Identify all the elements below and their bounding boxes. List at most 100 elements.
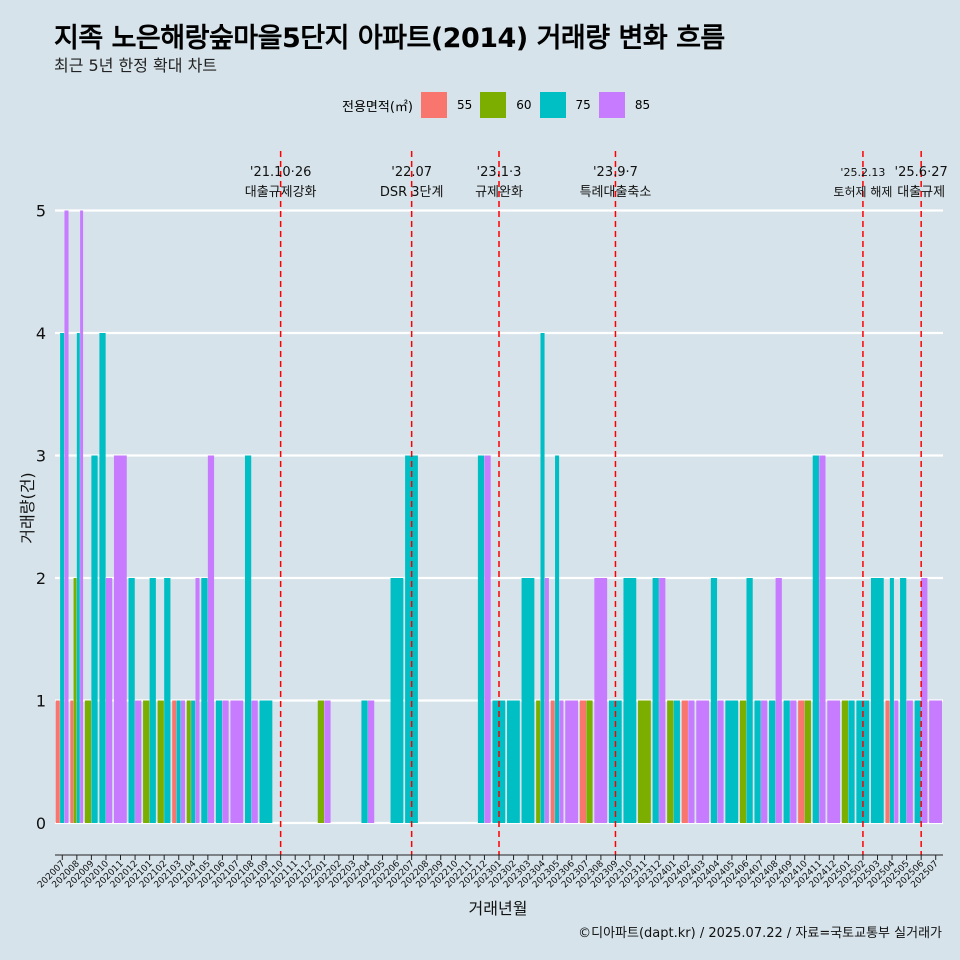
y-tick-label: 1 xyxy=(36,692,46,711)
bar-85-202407 xyxy=(761,700,768,823)
y-tick-label: 0 xyxy=(36,814,46,833)
bar-60-202406 xyxy=(739,700,747,823)
legend-label: 75 xyxy=(575,98,591,112)
legend-label: 55 xyxy=(456,98,473,112)
bar-75-202407 xyxy=(754,700,761,823)
bar-60-202304 xyxy=(536,700,541,823)
bar-75-202304 xyxy=(540,333,545,823)
event-date: '21.10·26 xyxy=(250,165,311,180)
event-date: '23.1·3 xyxy=(477,165,522,180)
bar-55-202007 xyxy=(55,700,60,823)
legend-item-60: 60 xyxy=(480,92,532,118)
bar-75-202405 xyxy=(725,700,739,823)
legend-label: 60 xyxy=(516,98,532,112)
bar-85-202506 xyxy=(921,578,928,823)
bar-75-202103 xyxy=(176,700,181,823)
bar-60-202201 xyxy=(317,700,325,823)
event-date: '22.07 xyxy=(391,165,432,180)
bar-85-202108 xyxy=(251,700,258,823)
bar-75-202404 xyxy=(710,578,718,823)
bar-85-202212 xyxy=(484,455,491,823)
bar-60-202401 xyxy=(667,700,674,823)
bar-55-202307 xyxy=(579,700,587,823)
x-axis-label: 거래년월 xyxy=(469,899,528,918)
bar-75-202501 xyxy=(848,700,855,823)
bar-75-202411 xyxy=(812,455,819,823)
bar-55-202008 xyxy=(70,700,74,823)
bar-75-202305 xyxy=(555,455,560,823)
bar-55-202410 xyxy=(798,700,805,823)
event-label: 규제완화 xyxy=(475,185,523,200)
bar-55-202402 xyxy=(681,700,688,823)
bar-75-202008 xyxy=(76,333,80,823)
bar-60-202102 xyxy=(157,700,164,823)
bar-75-202504 xyxy=(889,578,894,823)
event-label: 대출규제 xyxy=(897,185,945,200)
bar-85-202306 xyxy=(565,700,579,823)
y-tick-label: 2 xyxy=(36,569,46,588)
bar-60-202501 xyxy=(841,700,849,823)
bar-75-202012 xyxy=(128,578,135,823)
bar-85-202103 xyxy=(180,700,185,823)
bar-85-202308 xyxy=(594,578,608,823)
event-label: 대출규제강화 xyxy=(245,185,317,200)
legend-swatch xyxy=(539,92,566,118)
bar-60-202307 xyxy=(586,700,593,823)
legend-swatch xyxy=(420,92,447,118)
bar-85-202008 xyxy=(80,210,84,823)
bar-85-202505 xyxy=(906,700,913,823)
bar-75-202212 xyxy=(477,455,485,823)
bar-75-202401 xyxy=(673,700,680,823)
legend: 전용면적(㎡) 55 60 75 85 xyxy=(342,92,658,118)
event-date: '25.6·27 xyxy=(895,165,948,180)
bar-85-202305 xyxy=(559,700,564,823)
bar-85-202504 xyxy=(894,700,899,823)
bar-85-202408 xyxy=(775,578,782,823)
bar-85-202411 xyxy=(819,455,826,823)
y-tick-label: 4 xyxy=(36,324,46,343)
chart-subtitle: 최근 5년 한정 확대 차트 xyxy=(54,56,218,75)
event-date: '25.2.13 xyxy=(840,166,885,179)
bar-75-202009 xyxy=(91,455,98,823)
legend-item-75: 75 xyxy=(539,92,591,118)
bar-85-202107 xyxy=(230,700,244,823)
legend-swatch xyxy=(480,92,507,118)
bar-85-202404 xyxy=(717,700,724,823)
bar-75-202101 xyxy=(149,578,156,823)
footer-credit: ©디아파트(dapt.kr) / 2025.07.22 / 자료=국토교통부 실… xyxy=(578,926,942,941)
bar-75-202007 xyxy=(60,333,65,823)
legend-swatch xyxy=(598,92,625,118)
bar-60-202410 xyxy=(804,700,811,823)
bar-75-202010 xyxy=(99,333,106,823)
legend-title: 전용면적(㎡) xyxy=(342,99,413,115)
y-tick-label: 3 xyxy=(36,447,46,466)
bar-60-202101 xyxy=(143,700,150,823)
bar-75-202303 xyxy=(521,578,535,823)
bar-60-202311 xyxy=(638,700,651,823)
bar-55-202504 xyxy=(885,700,890,823)
bar-75-202207 xyxy=(405,455,418,823)
bar-75-202108 xyxy=(244,455,252,823)
bar-75-202503 xyxy=(870,578,884,823)
event-date: '23.9·7 xyxy=(593,165,638,180)
bar-75-202408 xyxy=(769,700,776,823)
bar-75-202312 xyxy=(652,578,659,823)
bar-60-202104 xyxy=(186,700,191,823)
bar-75-202409 xyxy=(783,700,790,823)
bar-85-202403 xyxy=(696,700,710,823)
bar-85-202507 xyxy=(929,700,942,823)
bar-85-202402 xyxy=(688,700,695,823)
y-tick-label: 5 xyxy=(36,202,46,221)
bar-85-202204 xyxy=(367,700,375,823)
bar-75-202106 xyxy=(215,700,223,823)
bar-75-202505 xyxy=(900,578,907,823)
bar-85-202412 xyxy=(827,700,841,823)
bars xyxy=(55,210,942,823)
bar-75-202102 xyxy=(164,578,171,823)
bar-85-202304 xyxy=(544,578,549,823)
bar-85-202010 xyxy=(105,578,113,823)
event-label: 특례대출축소 xyxy=(580,185,652,200)
bar-75-202204 xyxy=(361,700,368,823)
bar-85-202007 xyxy=(64,210,69,823)
